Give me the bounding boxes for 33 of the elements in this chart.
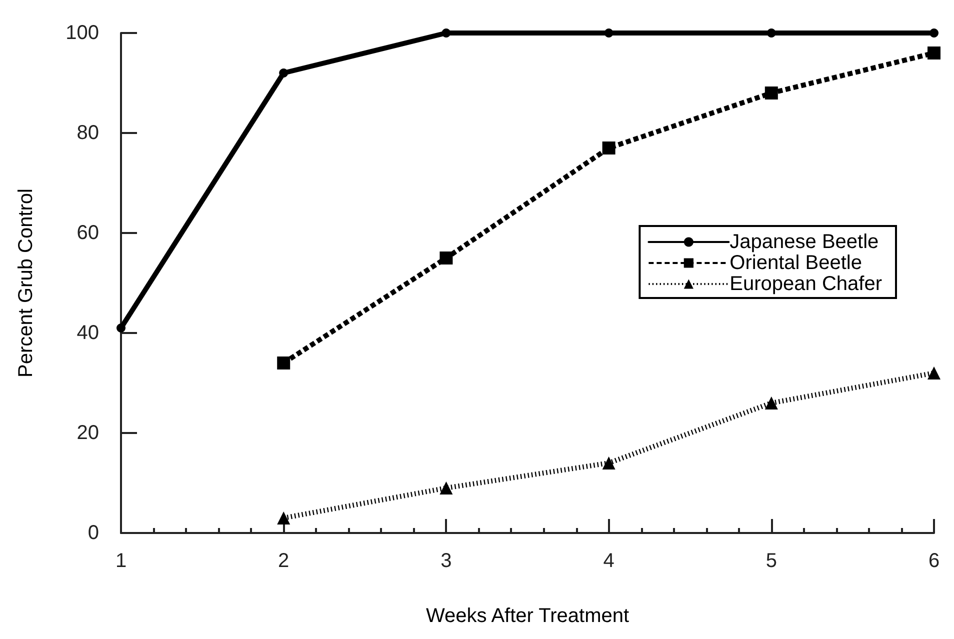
point xyxy=(440,252,453,264)
x-tick-label: 5 xyxy=(766,550,777,572)
y-tick-label: 100 xyxy=(66,22,99,44)
point xyxy=(116,324,126,332)
point xyxy=(277,356,290,370)
legend-label: Oriental Beetle xyxy=(730,252,862,274)
point xyxy=(279,68,288,78)
legend-label: Japanese Beetle xyxy=(730,231,879,253)
y-axis-title: Percent Grub Control xyxy=(15,188,37,378)
point xyxy=(928,366,940,380)
y-tick-label: 80 xyxy=(76,122,99,144)
x-tick-label: 6 xyxy=(928,550,940,572)
x-axis-title: Weeks After Treatment xyxy=(426,605,630,627)
point xyxy=(928,46,940,60)
point xyxy=(602,456,616,470)
point xyxy=(602,142,616,154)
x-tick-label: 3 xyxy=(440,550,452,572)
point xyxy=(277,512,290,524)
legend-label: European Chafer xyxy=(730,273,882,295)
point xyxy=(440,482,453,494)
y-tick-label: 40 xyxy=(76,322,99,344)
point xyxy=(930,28,938,38)
y-tick-label: 60 xyxy=(76,222,99,244)
point xyxy=(764,396,778,410)
point xyxy=(764,86,778,100)
y-tick-label: 0 xyxy=(88,522,99,544)
x-tick-label: 4 xyxy=(603,550,614,572)
x-tick-label: 1 xyxy=(115,550,127,572)
y-tick-label: 20 xyxy=(76,422,99,444)
point xyxy=(766,28,776,38)
point xyxy=(442,28,451,38)
x-tick-label: 2 xyxy=(278,550,290,572)
point xyxy=(604,28,614,38)
